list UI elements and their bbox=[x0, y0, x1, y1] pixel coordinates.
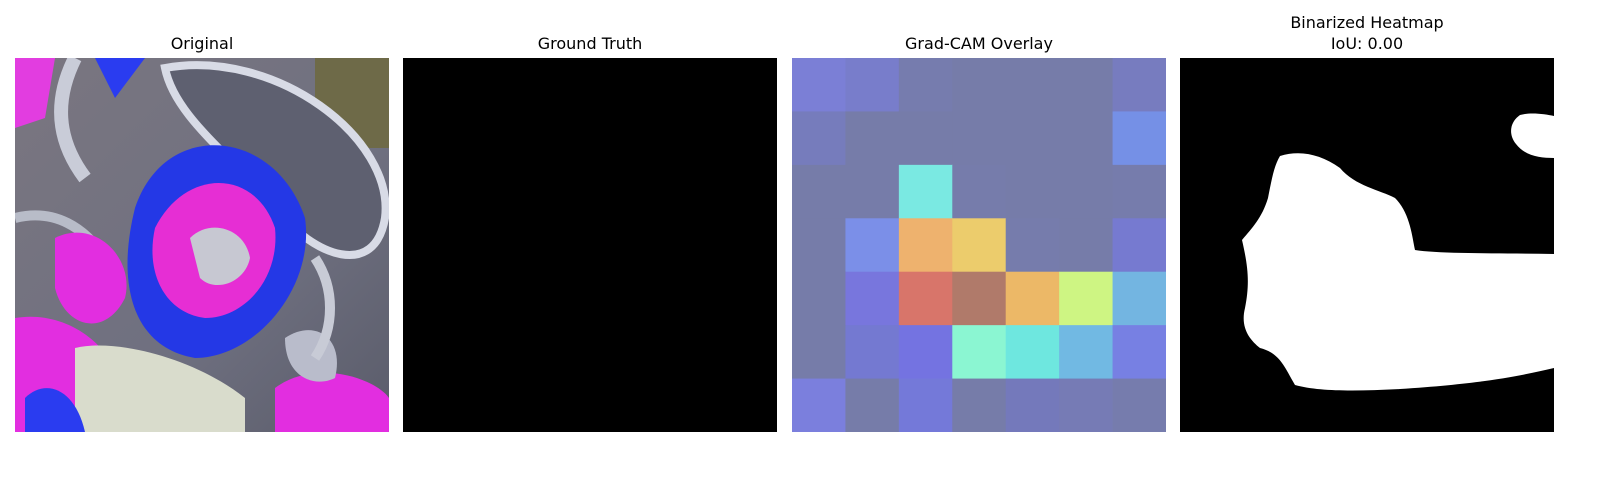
heatmap-cell bbox=[1112, 378, 1166, 432]
heatmap-cell bbox=[1059, 271, 1114, 326]
heatmap-cell bbox=[1059, 58, 1114, 112]
heatmap-cell bbox=[898, 164, 953, 219]
heatmap-cell bbox=[1112, 164, 1166, 219]
heatmap-cell bbox=[952, 378, 1007, 432]
heatmap-cell bbox=[792, 378, 846, 432]
heatmap-cell bbox=[1059, 111, 1114, 166]
heatmap-cell bbox=[1005, 111, 1060, 166]
heatmap-cell bbox=[1059, 378, 1114, 432]
heatmap-cell bbox=[1005, 218, 1060, 273]
heatmap-cell bbox=[898, 218, 953, 273]
heatmap-cell bbox=[792, 164, 846, 219]
heatmap-cell bbox=[845, 325, 900, 380]
heatmap-cell bbox=[1005, 271, 1060, 326]
original-title: Original bbox=[170, 34, 234, 53]
heatmap-cell bbox=[1112, 271, 1166, 326]
heatmap-cell bbox=[952, 325, 1007, 380]
heatmap-cell bbox=[845, 271, 900, 326]
heatmap-cell bbox=[898, 325, 953, 380]
original-image bbox=[15, 58, 389, 432]
binarized-heatmap bbox=[1180, 58, 1554, 432]
heatmap-cell bbox=[792, 271, 846, 326]
heatmap-cell bbox=[1112, 218, 1166, 273]
heatmap-cell bbox=[1112, 58, 1166, 112]
heatmap-cell bbox=[952, 111, 1007, 166]
heatmap-cell bbox=[1059, 218, 1114, 273]
heatmap-cell bbox=[898, 58, 953, 112]
heatmap-cell bbox=[792, 111, 846, 166]
heatmap-cell bbox=[1059, 164, 1114, 219]
binarized-heatmap-title: Binarized Heatmap bbox=[1290, 13, 1444, 32]
heatmap-cell bbox=[898, 378, 953, 432]
heatmap-cell bbox=[845, 378, 900, 432]
heatmap-cell bbox=[952, 271, 1007, 326]
heatmap-cell bbox=[792, 218, 846, 273]
gradcam-overlay bbox=[792, 58, 1166, 432]
heatmap-cell bbox=[952, 218, 1007, 273]
heatmap-cell bbox=[898, 271, 953, 326]
binary-region-corner bbox=[1511, 113, 1554, 158]
heatmap-cell bbox=[952, 164, 1007, 219]
heatmap-cell bbox=[1112, 111, 1166, 166]
heatmap-cell bbox=[1005, 325, 1060, 380]
heatmap-cell bbox=[898, 111, 953, 166]
heatmap-cell bbox=[845, 58, 900, 112]
heatmap-cell bbox=[1005, 58, 1060, 112]
iou-score: IoU: 0.00 bbox=[1330, 34, 1404, 53]
ground-truth-mask bbox=[403, 58, 777, 432]
heatmap-cell bbox=[792, 325, 846, 380]
heatmap-cell bbox=[1112, 325, 1166, 380]
heatmap-cell bbox=[952, 58, 1007, 112]
ground-truth-title: Ground Truth bbox=[537, 34, 643, 53]
gradcam-overlay-title: Grad-CAM Overlay bbox=[905, 34, 1053, 53]
heatmap-cell bbox=[845, 218, 900, 273]
heatmap-cell bbox=[1059, 325, 1114, 380]
heatmap-cell bbox=[845, 164, 900, 219]
heatmap-cell bbox=[845, 111, 900, 166]
binary-region-main bbox=[1242, 153, 1554, 391]
heatmap-cell bbox=[792, 58, 846, 112]
heatmap-cell bbox=[1005, 378, 1060, 432]
gradcam-heatmap-grid bbox=[792, 58, 1166, 432]
heatmap-cell bbox=[1005, 164, 1060, 219]
